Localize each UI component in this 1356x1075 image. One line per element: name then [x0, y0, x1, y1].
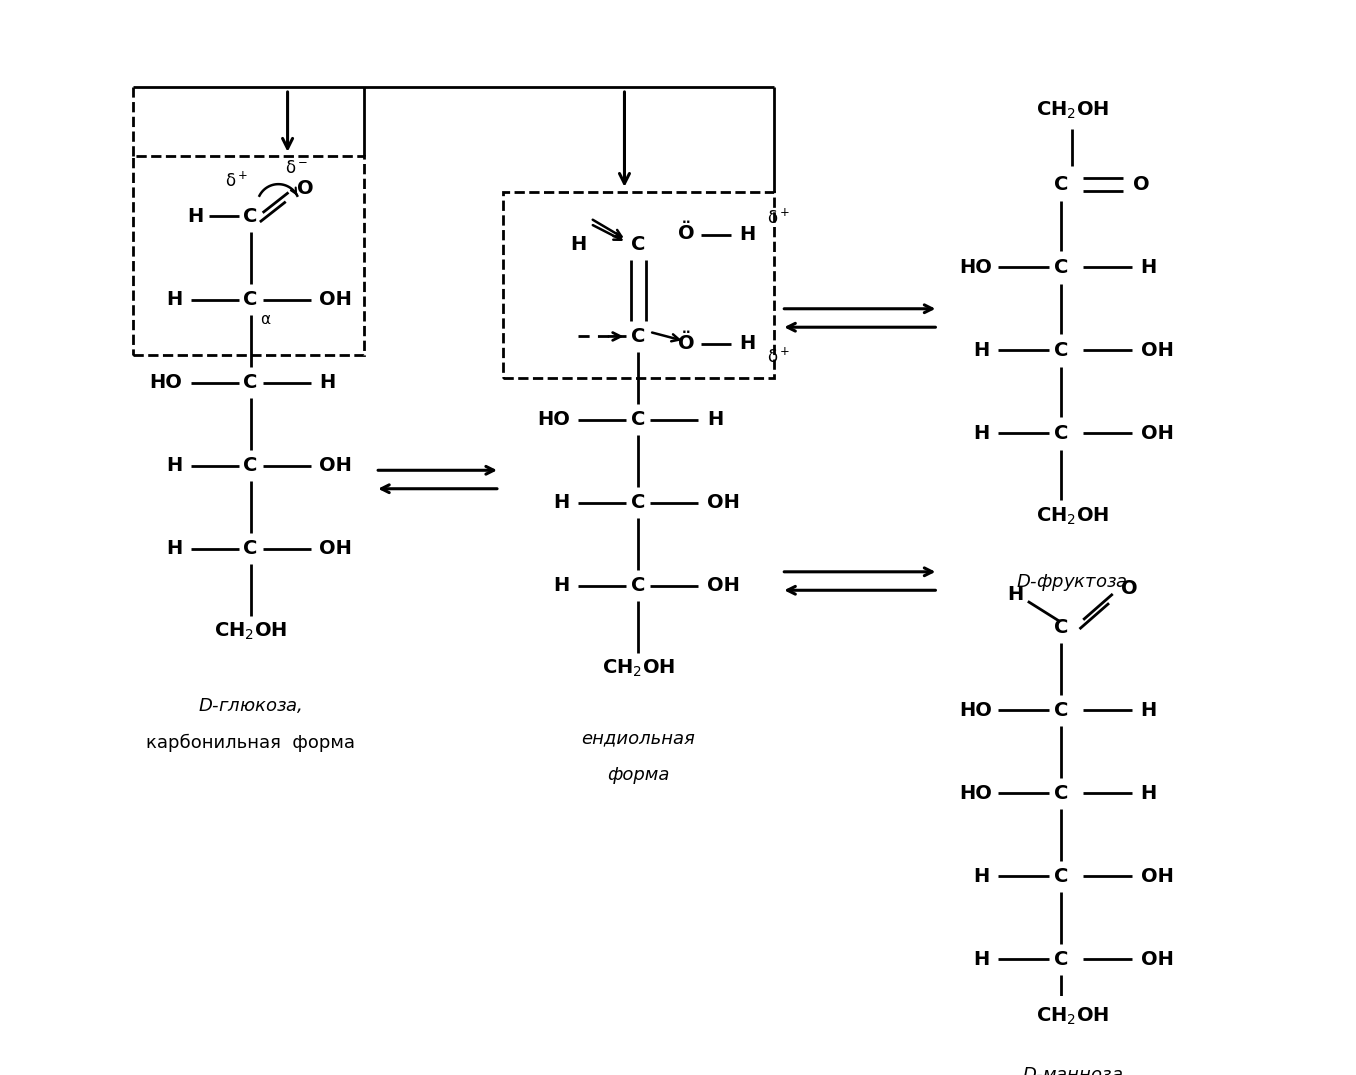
Text: C: C: [1054, 174, 1069, 194]
Text: O: O: [1121, 579, 1138, 598]
Text: форма: форма: [607, 765, 670, 784]
Text: $D$-глюкоза,: $D$-глюкоза,: [198, 697, 302, 715]
Text: H: H: [1006, 586, 1022, 604]
Text: C: C: [631, 234, 645, 254]
Text: C: C: [244, 456, 258, 475]
Text: C: C: [1054, 784, 1069, 803]
Text: CH$_2$OH: CH$_2$OH: [1036, 100, 1109, 121]
Text: CH$_2$OH: CH$_2$OH: [214, 621, 287, 643]
Text: C: C: [1054, 424, 1069, 443]
Text: C: C: [631, 327, 645, 346]
Text: ендиольная: ендиольная: [582, 729, 696, 747]
Text: Ö: Ö: [678, 224, 694, 243]
Text: OH: OH: [1140, 950, 1173, 969]
Text: $D$-манноза: $D$-манноза: [1021, 1065, 1123, 1075]
Text: C: C: [631, 410, 645, 429]
Text: H: H: [187, 207, 203, 226]
Text: H: H: [553, 493, 570, 512]
Text: CH$_2$OH: CH$_2$OH: [602, 658, 675, 679]
Text: H: H: [974, 341, 990, 360]
Text: карбонильная  форма: карбонильная форма: [146, 733, 355, 751]
Text: Ö: Ö: [678, 334, 694, 354]
Text: δ$^+$: δ$^+$: [225, 172, 248, 191]
Text: H: H: [1140, 258, 1157, 276]
Text: OH: OH: [706, 493, 739, 512]
Text: C: C: [1054, 258, 1069, 276]
Text: H: H: [974, 866, 990, 886]
Text: OH: OH: [1140, 424, 1173, 443]
Text: H: H: [553, 576, 570, 596]
Text: H: H: [165, 456, 182, 475]
Text: H: H: [974, 950, 990, 969]
Text: H: H: [1140, 701, 1157, 720]
Text: δ$^+$: δ$^+$: [767, 209, 791, 228]
Text: C: C: [244, 373, 258, 392]
Text: OH: OH: [706, 576, 739, 596]
Text: H: H: [165, 290, 182, 309]
Text: OH: OH: [319, 456, 353, 475]
Text: H: H: [570, 234, 586, 254]
Text: H: H: [974, 424, 990, 443]
Text: α: α: [260, 313, 270, 327]
Text: OH: OH: [1140, 866, 1173, 886]
Text: OH: OH: [319, 540, 353, 558]
Text: C: C: [1054, 618, 1069, 636]
Text: H: H: [319, 373, 335, 392]
Text: H: H: [739, 334, 755, 354]
Text: δ$^-$: δ$^-$: [285, 159, 308, 177]
Text: O: O: [1134, 174, 1150, 194]
Text: CH$_2$OH: CH$_2$OH: [1036, 1006, 1109, 1028]
Text: CH$_2$OH: CH$_2$OH: [1036, 505, 1109, 527]
Text: C: C: [631, 576, 645, 596]
Text: H: H: [739, 226, 755, 244]
Text: C: C: [1054, 701, 1069, 720]
Text: C: C: [1054, 950, 1069, 969]
Text: OH: OH: [1140, 341, 1173, 360]
Text: C: C: [244, 290, 258, 309]
Text: O: O: [297, 180, 313, 198]
Text: C: C: [631, 493, 645, 512]
Text: C: C: [1054, 341, 1069, 360]
Text: H: H: [1140, 784, 1157, 803]
Text: C: C: [1054, 866, 1069, 886]
Text: OH: OH: [319, 290, 353, 309]
Text: C: C: [244, 540, 258, 558]
Text: δ$^+$: δ$^+$: [767, 347, 791, 367]
Text: $D$-фруктоза: $D$-фруктоза: [1016, 572, 1128, 593]
Text: C: C: [244, 207, 258, 226]
Text: H: H: [706, 410, 723, 429]
Text: HO: HO: [537, 410, 570, 429]
Text: H: H: [165, 540, 182, 558]
Text: HO: HO: [149, 373, 182, 392]
Text: HO: HO: [959, 258, 991, 276]
Text: HO: HO: [959, 784, 991, 803]
Text: HO: HO: [959, 701, 991, 720]
